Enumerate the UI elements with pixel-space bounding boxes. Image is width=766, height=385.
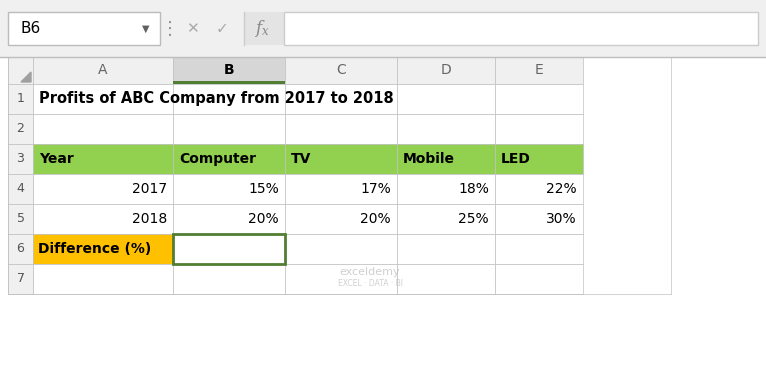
Text: 25%: 25%: [458, 212, 489, 226]
Bar: [397, 57, 495, 84]
Bar: [33, 84, 173, 114]
Bar: [173, 84, 285, 114]
Text: 3: 3: [17, 152, 25, 166]
Bar: [33, 264, 173, 294]
Bar: [397, 264, 495, 294]
Text: 2017: 2017: [132, 182, 167, 196]
Bar: [397, 234, 495, 264]
Text: LED: LED: [501, 152, 531, 166]
Bar: [0, 0, 766, 57]
Text: 2018: 2018: [132, 212, 167, 226]
Text: 6: 6: [17, 243, 25, 256]
Text: C: C: [336, 64, 346, 77]
Bar: [244, 12, 554, 45]
Bar: [285, 204, 397, 234]
Text: ✓: ✓: [215, 21, 228, 36]
Text: D: D: [440, 64, 451, 77]
Text: A: A: [98, 64, 108, 77]
Bar: [173, 57, 285, 84]
Text: E: E: [535, 64, 543, 77]
Bar: [8, 264, 33, 294]
Bar: [173, 174, 285, 204]
Bar: [173, 234, 285, 264]
Text: 7: 7: [17, 273, 25, 286]
Text: 20%: 20%: [248, 212, 279, 226]
Text: EXCEL · DATA · BI: EXCEL · DATA · BI: [338, 278, 402, 288]
Bar: [284, 12, 758, 45]
Bar: [285, 174, 397, 204]
Bar: [33, 114, 173, 144]
Bar: [33, 144, 173, 174]
Bar: [397, 204, 495, 234]
Text: B6: B6: [20, 21, 41, 36]
Text: Profits of ABC Company from 2017 to 2018: Profits of ABC Company from 2017 to 2018: [39, 92, 394, 107]
Text: Difference (%): Difference (%): [38, 242, 151, 256]
Bar: [0, 57, 766, 385]
Text: 4: 4: [17, 182, 25, 196]
Bar: [495, 264, 583, 294]
Bar: [495, 144, 583, 174]
Bar: [285, 234, 397, 264]
Bar: [397, 174, 495, 204]
Text: 5: 5: [17, 213, 25, 226]
Bar: [8, 144, 33, 174]
Bar: [397, 84, 495, 114]
Text: 22%: 22%: [546, 182, 577, 196]
Text: 18%: 18%: [458, 182, 489, 196]
Bar: [173, 264, 285, 294]
Bar: [33, 174, 173, 204]
Text: TV: TV: [291, 152, 311, 166]
Text: 1: 1: [17, 92, 25, 105]
Bar: [8, 174, 33, 204]
Bar: [173, 144, 285, 174]
Bar: [285, 144, 397, 174]
Text: exceldemy: exceldemy: [339, 267, 401, 277]
Bar: [495, 84, 583, 114]
Bar: [33, 204, 173, 234]
Text: Mobile: Mobile: [403, 152, 455, 166]
Text: 2: 2: [17, 122, 25, 136]
Bar: [8, 234, 33, 264]
Text: Computer: Computer: [179, 152, 256, 166]
Bar: [495, 174, 583, 204]
Bar: [285, 57, 397, 84]
Text: ⋮: ⋮: [161, 20, 179, 37]
Bar: [495, 234, 583, 264]
Text: ✕: ✕: [185, 21, 198, 36]
Text: $f_x$: $f_x$: [254, 18, 270, 39]
Bar: [173, 204, 285, 234]
Text: 17%: 17%: [360, 182, 391, 196]
Bar: [285, 84, 397, 114]
Bar: [33, 57, 173, 84]
Bar: [397, 144, 495, 174]
Bar: [173, 114, 285, 144]
Bar: [8, 57, 33, 84]
Bar: [8, 114, 33, 144]
Text: 30%: 30%: [546, 212, 577, 226]
Bar: [33, 234, 173, 264]
Bar: [397, 114, 495, 144]
Bar: [8, 84, 33, 114]
Text: 15%: 15%: [248, 182, 279, 196]
Bar: [8, 204, 33, 234]
Text: ▼: ▼: [142, 23, 149, 33]
Bar: [285, 264, 397, 294]
Bar: [495, 57, 583, 84]
Text: B: B: [224, 64, 234, 77]
Text: 20%: 20%: [360, 212, 391, 226]
Bar: [495, 114, 583, 144]
Bar: [173, 81, 285, 84]
Text: Year: Year: [39, 152, 74, 166]
Bar: [8, 12, 160, 45]
Bar: [285, 114, 397, 144]
Bar: [495, 204, 583, 234]
Polygon shape: [21, 72, 31, 82]
